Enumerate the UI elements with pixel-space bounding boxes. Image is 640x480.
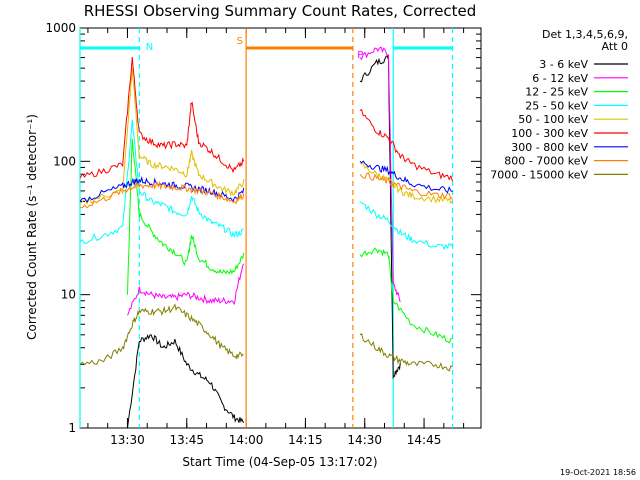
y-tick-label: 10 (61, 288, 76, 302)
footer-date: 19-Oct-2021 18:56 (560, 468, 636, 477)
series-line (359, 55, 401, 380)
series-line (127, 138, 245, 295)
legend-header-line-1: Det 1,3,4,5,6,9, (542, 28, 628, 41)
series-line (359, 247, 453, 344)
series-line (127, 263, 245, 316)
plot-frame (79, 27, 482, 429)
flag-letter-p: P (357, 50, 363, 61)
y-axis-label: Corrected Count Rate (s⁻¹ detector⁻¹) (25, 114, 39, 340)
series-line (359, 162, 453, 204)
series-line (359, 108, 453, 182)
legend-label: 25 - 50 keV (525, 99, 588, 112)
chart-title: RHESSI Observing Summary Count Rates, Co… (84, 2, 477, 20)
legend-label: 800 - 7000 keV (504, 155, 588, 168)
flag-letter-n: N (146, 42, 153, 53)
series-line (79, 67, 245, 205)
series-line (359, 201, 453, 251)
series-line (359, 333, 453, 372)
legend-label: 100 - 300 keV (511, 127, 588, 140)
series-line (127, 334, 245, 429)
legend-label: 7000 - 15000 keV (490, 168, 588, 181)
series-line (80, 180, 245, 209)
flag-letter-s: S (237, 36, 243, 47)
x-tick-label: 14:00 (229, 433, 264, 447)
series-line (359, 172, 453, 200)
x-axis-label: Start Time (04-Sep-05 13:17:02) (182, 455, 377, 469)
x-tick-label: 13:30 (110, 433, 145, 447)
y-tick-label: 100 (53, 154, 76, 168)
plot-area: 1 10 100 1000 13:30 13:45 14:00 14:15 14:30 14:45… (45, 21, 482, 447)
series-line (79, 56, 245, 179)
x-tick-label: 14:15 (288, 433, 323, 447)
legend-label: 12 - 25 keV (525, 86, 588, 99)
x-tick-label: 14:45 (407, 433, 442, 447)
legend-header-line-2: Att 0 (602, 40, 628, 53)
legend-label: 3 - 6 keV (539, 58, 588, 71)
x-tick-label: 14:30 (347, 433, 382, 447)
legend-label: 50 - 100 keV (518, 113, 588, 126)
legend-label: 6 - 12 keV (532, 72, 588, 85)
series-line (359, 46, 401, 303)
y-tick-label: 1000 (45, 21, 76, 35)
legend-label: 300 - 800 keV (511, 141, 588, 154)
series-line (79, 303, 244, 366)
x-tick-label: 13:45 (169, 433, 204, 447)
series-line (79, 119, 244, 245)
y-tick-label: 1 (68, 421, 76, 435)
series-line (359, 160, 453, 194)
